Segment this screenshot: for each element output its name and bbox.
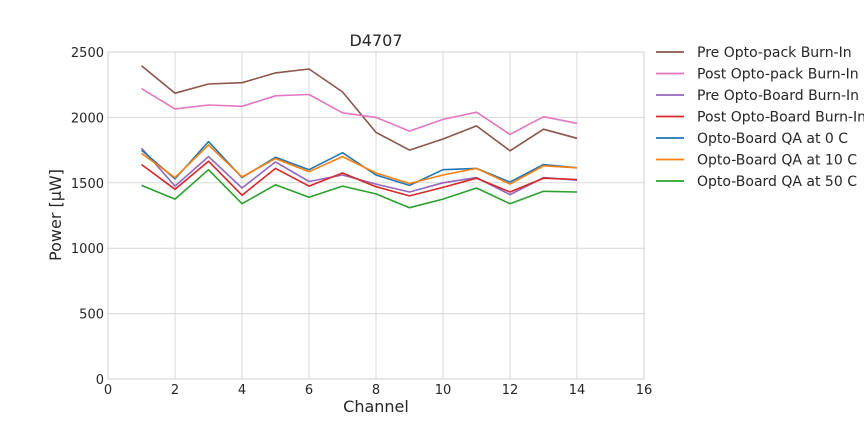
- x-axis-label: Channel: [343, 397, 409, 416]
- y-axis-label: Power [μW]: [46, 169, 65, 261]
- y-tick-label: 2500: [71, 46, 104, 61]
- x-tick-label: 4: [238, 383, 246, 398]
- series-line-6: [141, 144, 578, 185]
- legend-label: Opto-Board QA at 0 C: [697, 131, 848, 147]
- series-line-1: [140, 65, 578, 152]
- legend-label: Pre Opto-Board Burn-In: [697, 88, 859, 104]
- x-tick-label: 8: [372, 383, 380, 398]
- x-tick-label: 16: [636, 383, 653, 398]
- legend-label: Opto-Board QA at 50 C: [697, 174, 857, 190]
- plot-area-frame: [107, 51, 645, 380]
- series-lines: [140, 65, 578, 209]
- x-tick-label: 14: [569, 383, 586, 398]
- series-line-7: [141, 168, 578, 209]
- grid-lines: [107, 51, 645, 380]
- legend-label: Opto-Board QA at 10 C: [697, 153, 857, 169]
- y-tick-label: 2000: [71, 111, 104, 126]
- series-line-2: [141, 87, 578, 136]
- x-tick-label: 6: [305, 383, 313, 398]
- legend-label: Post Opto-Board Burn-In: [697, 110, 864, 126]
- y-tick-labels: 0 500 1000 1500 2000 2500: [71, 46, 104, 388]
- series-line-5: [140, 140, 578, 187]
- legend: Pre Opto-pack Burn-In Post Opto-pack Burn…: [656, 45, 864, 190]
- legend-label: Pre Opto-pack Burn-In: [697, 45, 852, 61]
- y-tick-label: 0: [96, 373, 104, 388]
- x-tick-labels: 0 2 4 6 8 10 12 14 16: [104, 383, 652, 398]
- series-line-4: [141, 160, 578, 197]
- x-tick-label: 0: [104, 383, 112, 398]
- legend-label: Post Opto-pack Burn-In: [697, 67, 859, 83]
- x-tick-label: 2: [171, 383, 179, 398]
- y-tick-label: 500: [79, 308, 104, 323]
- y-tick-label: 1000: [71, 242, 104, 257]
- x-tick-label: 12: [502, 383, 519, 398]
- x-tick-label: 10: [435, 383, 452, 398]
- chart-title: D4707: [349, 31, 402, 50]
- y-tick-label: 1500: [71, 177, 104, 192]
